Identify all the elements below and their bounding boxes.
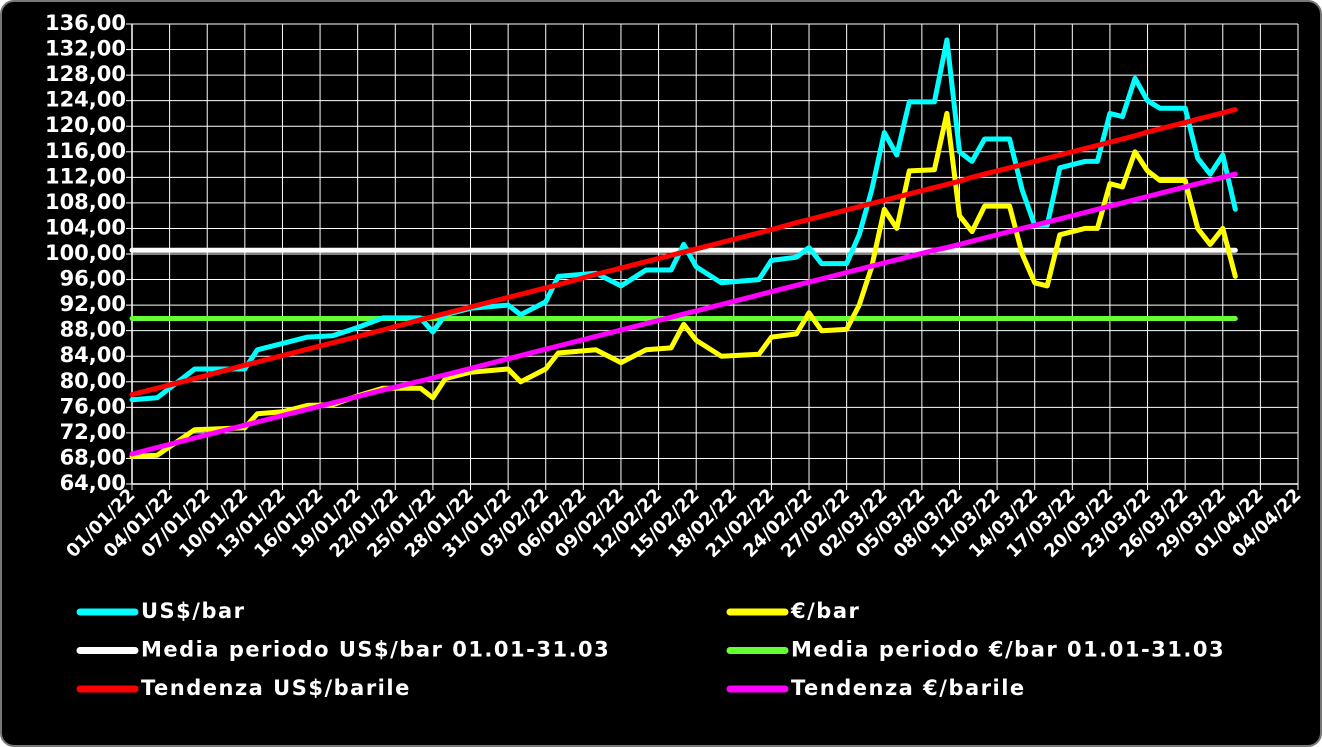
y-tick-label: 96,00 <box>60 267 126 291</box>
y-tick-label: 76,00 <box>60 394 126 418</box>
y-tick-label: 120,00 <box>45 113 126 137</box>
legend-label: Media periodo €/bar 01.01-31.03 <box>791 638 1225 662</box>
y-tick-label: 84,00 <box>60 343 126 367</box>
y-tick-label: 100,00 <box>45 241 126 265</box>
y-tick-label: 132,00 <box>45 37 126 61</box>
series-line <box>129 171 1238 457</box>
y-tick-label: 68,00 <box>60 445 126 469</box>
legend-label: Tendenza US$/barile <box>141 676 411 700</box>
series-line <box>129 107 1238 398</box>
y-tick-label: 128,00 <box>45 62 126 86</box>
y-tick-label: 112,00 <box>45 164 126 188</box>
y-tick-label: 80,00 <box>60 369 126 393</box>
y-tick-label: 72,00 <box>60 420 126 444</box>
legend-label: US$/bar <box>141 599 246 623</box>
legend-label: Tendenza €/barile <box>791 676 1026 700</box>
y-tick-label: 124,00 <box>45 88 126 112</box>
y-tick-label: 104,00 <box>45 215 126 239</box>
y-tick-label: 136,00 <box>45 11 126 35</box>
series-line <box>129 37 1238 403</box>
y-tick-label: 108,00 <box>45 190 126 214</box>
y-tick-label: 88,00 <box>60 318 126 342</box>
legend-label: Media periodo US$/bar 01.01-31.03 <box>141 638 610 662</box>
legend-label: €/bar <box>790 599 860 623</box>
y-tick-label: 116,00 <box>45 139 126 163</box>
y-tick-label: 64,00 <box>60 471 126 495</box>
y-tick-label: 92,00 <box>60 292 126 316</box>
